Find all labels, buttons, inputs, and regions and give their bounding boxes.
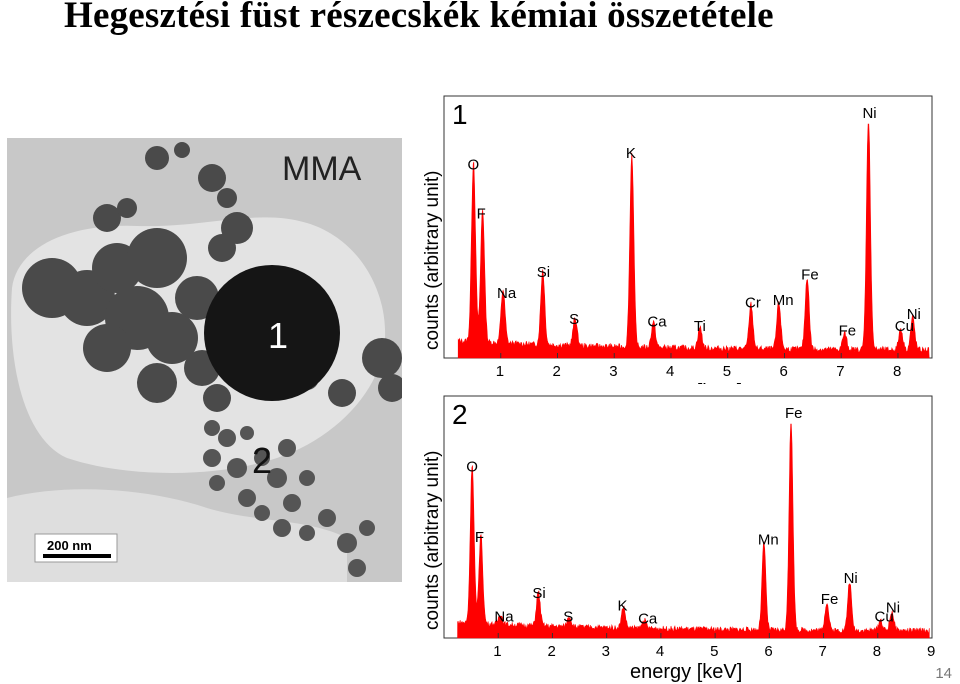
scale-bar-label: 200 nm (47, 538, 92, 553)
peak-label-na: Na (497, 285, 517, 302)
peak-label-ni: Ni (862, 105, 876, 122)
scale-bar (43, 554, 111, 558)
x-tick-label: 3 (602, 643, 610, 660)
x-tick-label: 1 (493, 643, 501, 660)
peak-label-s: S (569, 311, 579, 328)
x-axis-label: energy [keV] (630, 661, 742, 683)
x-tick-label: 5 (723, 363, 731, 380)
eds-spectrum-1: OFNaSiSKCaTiCrMnFeFeNiCuNi12345678energy… (422, 95, 933, 384)
peak-label-si: Si (532, 585, 545, 602)
slide-title: Hegesztési füst részecskék kémiai összet… (64, 0, 774, 36)
peak-label-ca: Ca (638, 610, 658, 627)
peak-label-mn: Mn (773, 292, 794, 309)
x-tick-label: 7 (836, 363, 844, 380)
peak-label-f: F (477, 206, 486, 223)
peak-label-ca: Ca (647, 313, 667, 330)
x-tick-label: 7 (819, 643, 827, 660)
particle-cluster-2 (203, 420, 375, 577)
x-tick-label: 2 (547, 643, 555, 660)
peak-label-k: K (626, 145, 636, 162)
x-axis-label: energy [keV] (630, 381, 742, 384)
panel-label: 1 (452, 99, 468, 130)
x-tick-label: 2 (552, 363, 560, 380)
spectrum-series (457, 123, 930, 359)
x-tick-label: 4 (656, 643, 664, 660)
peak-label-s: S (563, 608, 573, 625)
x-tick-label: 6 (779, 363, 787, 380)
peak-label-ni: Ni (886, 600, 900, 617)
y-axis-label: counts (arbitrary unit) (422, 170, 443, 350)
peak-label-k: K (617, 598, 627, 615)
page-number: 14 (935, 665, 952, 682)
peak-label-cu: Cu (874, 608, 893, 625)
x-tick-label: 5 (710, 643, 718, 660)
peak-label-fe: Fe (839, 323, 857, 340)
peak-label-fe: Fe (821, 591, 839, 608)
peak-label-mn: Mn (758, 531, 779, 548)
peak-label-ni: Ni (907, 306, 921, 323)
x-tick-label: 9 (927, 643, 935, 660)
panel-label: 2 (452, 399, 468, 430)
y-axis-label: counts (arbitrary unit) (422, 450, 443, 630)
peak-label-f: F (475, 529, 484, 546)
peak-label-o: O (468, 156, 480, 173)
micrograph-label: MMA (282, 150, 362, 188)
x-tick-label: 1 (496, 363, 504, 380)
peak-label-si: Si (537, 264, 550, 281)
plot-frame (443, 95, 933, 359)
plot-frame (443, 395, 933, 639)
peak-label-o: O (466, 459, 478, 476)
x-tick-label: 3 (609, 363, 617, 380)
x-tick-label: 6 (764, 643, 772, 660)
x-tick-label: 8 (873, 643, 881, 660)
peak-label-ti: Ti (694, 318, 706, 335)
peak-label-ni: Ni (844, 570, 858, 587)
peak-label-cu: Cu (895, 318, 914, 335)
x-tick-label: 8 (893, 363, 901, 380)
peak-label-fe: Fe (785, 405, 803, 422)
particle-1 (204, 265, 340, 401)
peak-label-fe: Fe (801, 266, 819, 283)
particle-2-label: 2 (252, 440, 272, 481)
particle-1-label: 1 (268, 315, 288, 356)
x-tick-label: 4 (666, 363, 674, 380)
tem-micrograph: MMA 1 2 200 nm (7, 138, 402, 582)
peak-label-na: Na (494, 608, 514, 625)
spectrum-series (457, 423, 930, 639)
peak-label-cr: Cr (745, 295, 761, 312)
